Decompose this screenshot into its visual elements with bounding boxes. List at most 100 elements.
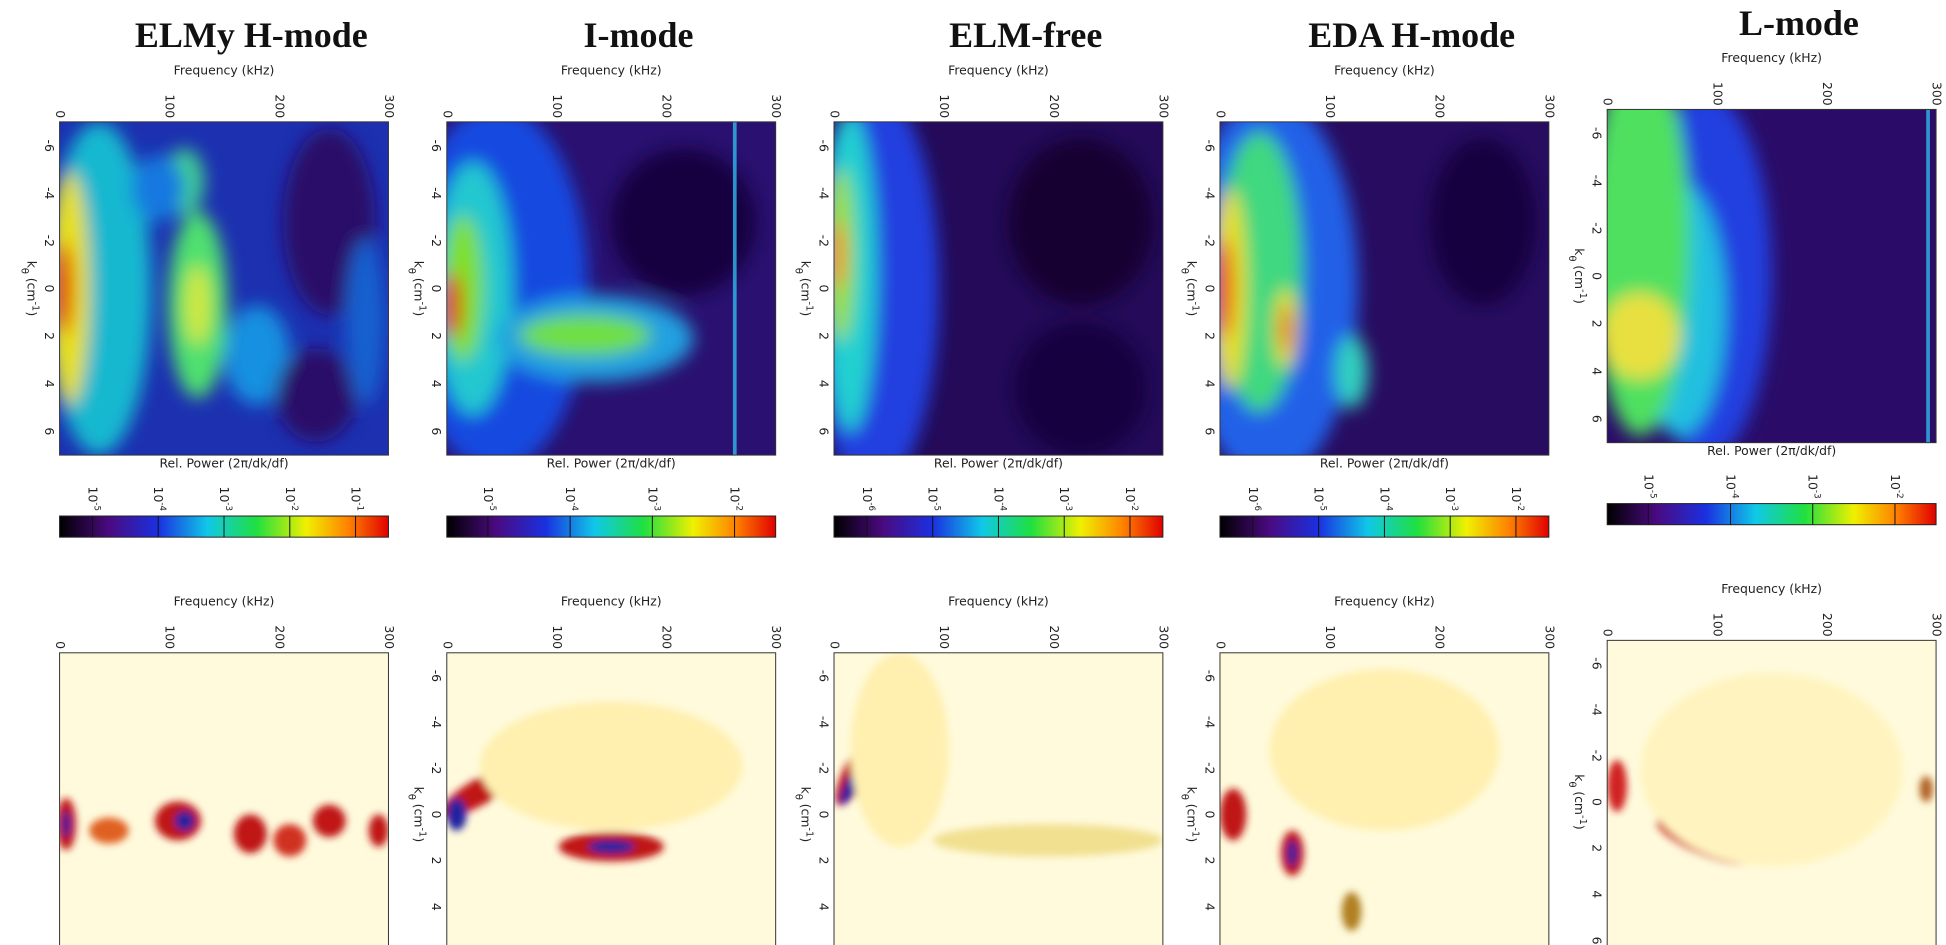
y-label-unit: (cm: [412, 804, 427, 828]
x-tick-label: 200: [1047, 94, 1062, 118]
y-tick-label: -4: [429, 716, 444, 728]
intensity-region: [1219, 788, 1247, 841]
y-tick-label: -2: [429, 762, 444, 774]
intensity-region: [233, 814, 267, 854]
x-tick-label: 100: [1323, 625, 1338, 649]
plot-frame: [833, 121, 1164, 456]
x-axis-label: Frequency (kHz): [1334, 594, 1435, 609]
tick-base: 10: [283, 487, 298, 503]
plot-frame: [833, 652, 1164, 945]
y-label-sub: θ: [1179, 268, 1190, 274]
y-label-unit: (cm: [799, 804, 814, 828]
y-tick-label: 6: [42, 427, 57, 435]
intensity-region: [1287, 840, 1298, 867]
intensity-region: [446, 271, 462, 339]
y-tick-label: 6: [816, 427, 831, 435]
y-label-unit: (cm: [412, 278, 427, 302]
y-axis-label: kθ (cm-1): [793, 261, 815, 317]
artifact-line: [1926, 109, 1930, 443]
y-tick-label: 4: [1202, 380, 1217, 388]
y-label-sub: θ: [19, 268, 30, 274]
tick-base: 10: [1246, 487, 1261, 503]
intensity-region: [1430, 138, 1536, 306]
y-tick-label: 0: [816, 285, 831, 293]
y-tick-label: 0: [1590, 272, 1605, 280]
tick-exp: -1: [355, 502, 365, 511]
y-axis-label: kθ (cm-1): [1566, 774, 1588, 830]
tick-exp: -5: [92, 502, 102, 511]
tick-exp: -2: [1129, 502, 1139, 511]
colorbar-tick-label: 10-3: [1806, 474, 1822, 498]
y-label-close: ): [24, 311, 39, 316]
tick-base: 10: [1312, 487, 1327, 503]
tick-exp: -3: [652, 502, 662, 511]
colorbar-tick-label: 10-4: [564, 487, 580, 512]
x-tick-label: 200: [1820, 82, 1835, 106]
image-blobs: [59, 798, 389, 857]
intensity-region: [89, 817, 129, 844]
y-label-unit: (cm: [1185, 278, 1200, 302]
y-tick-label: 0: [1590, 798, 1605, 806]
y-tick-label: 2: [1590, 844, 1605, 852]
tick-base: 10: [728, 487, 743, 503]
y-tick-label: 0: [1202, 285, 1217, 293]
tick-exp: -2: [289, 502, 299, 511]
y-tick-label: 0: [42, 285, 57, 293]
x-axis-label: Frequency (kHz): [1721, 581, 1822, 596]
y-label-base: k: [412, 787, 427, 795]
intensity-region: [224, 305, 290, 406]
image-blobs: [835, 652, 1163, 857]
tick-base: 10: [992, 487, 1007, 503]
colorbar-tick-label: 10-2: [1124, 487, 1140, 511]
colorbar: [1606, 503, 1937, 526]
y-label-base: k: [1572, 248, 1587, 256]
intensity-region: [1341, 892, 1362, 931]
y-tick-label: -2: [1202, 762, 1217, 774]
x-axis-label: Frequency (kHz): [561, 594, 662, 609]
tick-exp: -6: [866, 502, 876, 511]
y-label-close: ): [1185, 837, 1200, 842]
x-axis-label: Frequency (kHz): [1334, 63, 1435, 78]
intensity-region: [62, 811, 71, 838]
tick-exp: -6: [1252, 502, 1262, 511]
y-label-sup: -1: [1577, 815, 1588, 825]
image-background: [59, 652, 389, 945]
x-tick-label: 300: [382, 625, 397, 649]
tick-base: 10: [349, 487, 364, 503]
y-label-sup: -1: [417, 827, 428, 837]
intensity-region: [273, 824, 307, 857]
x-tick-label: 200: [1820, 613, 1835, 637]
tick-base: 10: [926, 487, 941, 503]
y-label-unit: (cm: [24, 278, 39, 302]
y-tick-label: -2: [429, 235, 444, 247]
y-label-base: k: [1572, 774, 1587, 782]
tick-base: 10: [481, 487, 496, 503]
x-tick-label: 100: [937, 94, 952, 118]
tick-exp: -3: [224, 502, 234, 511]
spectrum-image: [1219, 121, 1549, 456]
x-tick-label: 0: [53, 641, 68, 649]
x-axis-label: Frequency (kHz): [561, 63, 662, 78]
intensity-region: [1607, 292, 1680, 380]
tick-base: 10: [218, 487, 233, 503]
y-label-base: k: [1185, 787, 1200, 795]
spectrum-image: [1607, 640, 1937, 945]
y-label-close: ): [412, 311, 427, 316]
colorbar-tick-label: 10-2: [728, 487, 744, 511]
intensity-region: [368, 814, 389, 847]
y-label-base: k: [1185, 261, 1200, 269]
y-label-unit: (cm: [1572, 791, 1587, 815]
y-tick-label: -4: [42, 187, 57, 199]
y-label-base: k: [24, 261, 39, 269]
y-tick-label: -4: [1202, 187, 1217, 199]
intensity-region: [1335, 335, 1368, 409]
tick-base: 10: [1124, 487, 1139, 503]
y-tick-label: 2: [1202, 332, 1217, 340]
colorbar-tick-label: 10-4: [992, 487, 1008, 512]
x-tick-label: 200: [1047, 625, 1062, 649]
plot-frame: [1219, 652, 1550, 945]
artifact-line: [732, 121, 737, 456]
tick-exp: -5: [1648, 490, 1658, 499]
plot-frame: [1219, 121, 1550, 456]
